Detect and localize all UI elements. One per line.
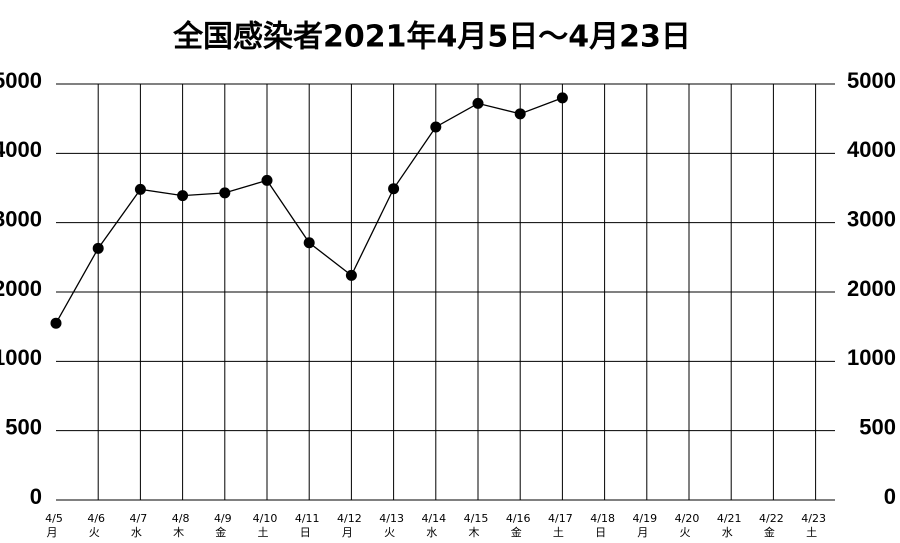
y2-tick-label: 500 — [859, 414, 896, 439]
y-tick-label: 3000 — [0, 206, 42, 231]
y2-tick-label: 0 — [884, 484, 896, 509]
point — [50, 317, 62, 329]
y-tick-label: 5000 — [0, 68, 42, 93]
x-weekday-label: 月 — [47, 526, 58, 539]
x-weekday-label: 金 — [511, 525, 522, 539]
x-tick-label: 4/21 — [717, 512, 742, 525]
x-tick-label: 4/9 — [214, 512, 232, 525]
y2-tick-label: 2000 — [847, 276, 896, 301]
x-weekday-label: 水 — [722, 526, 733, 539]
point — [134, 183, 146, 195]
y2-tick-label: 1000 — [847, 345, 896, 370]
x-weekday-label: 月 — [637, 526, 648, 539]
x-weekday-label: 土 — [553, 526, 564, 539]
x-tick-label: 4/22 — [759, 512, 784, 525]
x-weekday-label: 火 — [384, 526, 395, 539]
x-tick-label: 4/12 — [337, 512, 362, 525]
point — [219, 187, 231, 199]
y-tick-label: 500 — [5, 414, 42, 439]
x-tick-label: 4/19 — [632, 512, 657, 525]
x-tick-label: 4/7 — [130, 512, 148, 525]
x-tick-label: 4/16 — [506, 512, 531, 525]
x-tick-label: 4/15 — [464, 512, 489, 525]
x-tick-label: 4/17 — [548, 512, 573, 525]
y-tick-label: 1000 — [0, 345, 42, 370]
x-tick-label: 4/20 — [675, 512, 700, 525]
x-weekday-label: 木 — [469, 526, 480, 539]
point — [92, 242, 104, 254]
y-tick-label: 2000 — [0, 276, 42, 301]
x-weekday-label: 日 — [300, 526, 311, 539]
x-weekday-label: 土 — [258, 526, 269, 539]
y2-tick-label: 3000 — [847, 206, 896, 231]
x-tick-label: 4/5 — [45, 512, 63, 525]
x-tick-label: 4/6 — [87, 512, 105, 525]
x-weekday-label: 水 — [131, 526, 142, 539]
point — [345, 269, 357, 281]
x-weekday-label: 水 — [426, 526, 437, 539]
chart-title: 全国感染者2021年4月5日～4月23日 — [172, 20, 691, 55]
point — [556, 92, 568, 104]
y-tick-label: 4000 — [0, 137, 42, 162]
x-tick-label: 4/10 — [253, 512, 278, 525]
x-weekday-label: 土 — [806, 526, 817, 539]
x-tick-label: 4/14 — [421, 512, 446, 525]
point — [177, 190, 189, 202]
x-tick-label: 4/13 — [379, 512, 404, 525]
point — [388, 183, 400, 195]
point — [514, 108, 526, 120]
point — [303, 237, 315, 249]
point — [472, 97, 484, 109]
x-tick-label: 4/23 — [801, 512, 826, 525]
x-weekday-label: 月 — [342, 526, 353, 539]
x-weekday-label: 金 — [215, 525, 226, 539]
y-tick-label: 0 — [30, 484, 42, 509]
y2-tick-label: 4000 — [847, 137, 896, 162]
point — [430, 121, 442, 133]
x-tick-label: 4/18 — [590, 512, 615, 525]
x-tick-label: 4/8 — [172, 512, 190, 525]
x-tick-label: 4/11 — [295, 512, 320, 525]
y2-tick-label: 5000 — [847, 68, 896, 93]
x-weekday-label: 火 — [89, 526, 100, 539]
x-weekday-label: 火 — [680, 526, 691, 539]
point — [261, 174, 273, 186]
x-weekday-label: 日 — [595, 526, 606, 539]
x-weekday-label: 金 — [764, 525, 775, 539]
x-weekday-label: 木 — [173, 526, 184, 539]
